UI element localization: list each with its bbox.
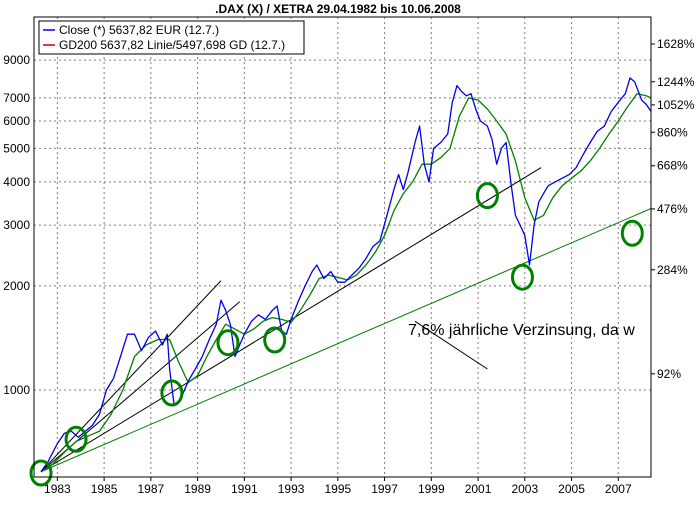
x-tick-label: 1993 [278, 482, 305, 496]
support-circle-marker [64, 425, 88, 453]
legend-label-gd200: GD200 5637,82 Linie/5497,698 GD (12.7.) [59, 38, 285, 52]
y-tick-label: 6000 [3, 114, 30, 128]
x-tick-label: 1995 [324, 482, 351, 496]
support-circle-marker [263, 326, 287, 354]
y-tick-label: 9000 [3, 53, 30, 67]
y-tick-label: 5000 [3, 141, 30, 155]
y-tick-label: 2000 [3, 279, 30, 293]
y-tick-label: 7000 [3, 91, 30, 105]
support-circle-marker [620, 219, 644, 247]
support-circle-marker [510, 263, 534, 291]
support-circle-marker [160, 379, 184, 407]
gd200-line [40, 93, 652, 473]
legend-box [38, 20, 305, 55]
x-tick-label: 1999 [418, 482, 445, 496]
chart-title: .DAX (X) / XETRA 29.04.1982 bis 10.06.20… [215, 2, 461, 16]
marker-layer [29, 182, 644, 487]
annotation-interest-rate: 7,6% jährliche Verzinsung, da w [408, 322, 635, 339]
x-tick-label: 1989 [184, 482, 211, 496]
black-trendline [40, 280, 222, 473]
y-right-tick-label: 284% [657, 263, 688, 277]
support-circle-marker [216, 329, 240, 357]
annotation-pointer-line [414, 320, 488, 370]
axis-layer: 1983 1985 1987 1989 1991 1993 1995 1997 1999 2001… [3, 37, 694, 496]
y-tick-label: 3000 [3, 218, 30, 232]
y-right-tick-label: 1052% [657, 98, 695, 112]
close-price-line [40, 77, 652, 473]
y-tick-label: 4000 [3, 175, 30, 189]
y-right-tick-label: 92% [657, 367, 681, 381]
y-right-tick-label: 476% [657, 202, 688, 216]
series-layer [40, 77, 652, 473]
legend: Close (*) 5637,82 EUR (12.7.) GD200 5637… [38, 20, 305, 55]
x-tick-label: 2007 [605, 482, 632, 496]
y-right-tick-label: 1628% [657, 37, 695, 51]
x-tick-label: 1985 [91, 482, 118, 496]
plot-frame [33, 16, 652, 478]
y-right-tick-label: 668% [657, 159, 688, 173]
green-trendline [40, 208, 652, 473]
y-tick-label: 1000 [3, 383, 30, 397]
x-tick-label: 1991 [231, 482, 258, 496]
y-right-tick-label: 860% [657, 125, 688, 139]
y-right-tick-label: 1244% [657, 75, 695, 89]
x-tick-label: 1983 [44, 482, 71, 496]
support-circle-marker [29, 459, 53, 487]
grid-layer [34, 17, 651, 477]
x-tick-label: 1987 [138, 482, 165, 496]
support-circle-marker [475, 182, 499, 210]
x-tick-label: 2005 [558, 482, 585, 496]
x-tick-label: 2003 [511, 482, 538, 496]
overlay-layer [40, 167, 652, 473]
x-tick-label: 1997 [371, 482, 398, 496]
legend-label-close: Close (*) 5637,82 EUR (12.7.) [59, 23, 219, 37]
x-tick-label: 2001 [465, 482, 492, 496]
